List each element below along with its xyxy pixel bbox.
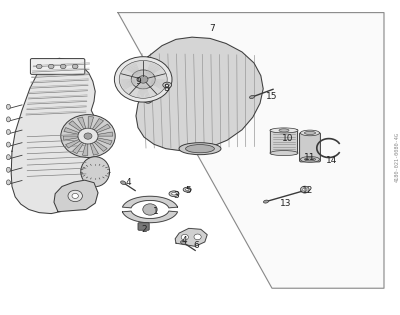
Text: 11: 11 — [304, 153, 316, 162]
Polygon shape — [90, 143, 98, 155]
Text: 10: 10 — [282, 134, 294, 143]
Ellipse shape — [270, 151, 298, 156]
Circle shape — [60, 64, 66, 69]
Ellipse shape — [163, 82, 172, 88]
Ellipse shape — [279, 129, 289, 132]
Ellipse shape — [300, 130, 320, 136]
Ellipse shape — [172, 192, 176, 195]
Ellipse shape — [185, 189, 189, 191]
Ellipse shape — [6, 155, 10, 160]
Ellipse shape — [183, 187, 191, 192]
Text: 6: 6 — [193, 241, 199, 250]
Polygon shape — [136, 37, 263, 151]
Circle shape — [61, 115, 115, 158]
Ellipse shape — [121, 181, 126, 185]
FancyBboxPatch shape — [270, 129, 298, 154]
Circle shape — [78, 128, 98, 144]
Circle shape — [300, 186, 309, 193]
Ellipse shape — [250, 95, 254, 99]
Text: 5: 5 — [185, 186, 191, 195]
Circle shape — [84, 133, 92, 139]
Text: 4: 4 — [181, 237, 187, 245]
Polygon shape — [94, 141, 107, 151]
Circle shape — [36, 64, 42, 69]
Ellipse shape — [181, 241, 186, 244]
Polygon shape — [118, 13, 384, 288]
Text: 15: 15 — [266, 92, 278, 100]
Circle shape — [303, 188, 307, 191]
Ellipse shape — [142, 86, 154, 103]
Circle shape — [114, 57, 172, 102]
Polygon shape — [82, 144, 88, 156]
Circle shape — [72, 193, 78, 198]
Polygon shape — [64, 128, 79, 134]
Polygon shape — [122, 196, 178, 208]
Ellipse shape — [179, 143, 221, 155]
Polygon shape — [96, 124, 110, 133]
Ellipse shape — [6, 104, 10, 109]
Ellipse shape — [270, 128, 298, 133]
Polygon shape — [66, 140, 80, 148]
FancyBboxPatch shape — [300, 133, 320, 162]
Polygon shape — [11, 58, 98, 214]
Polygon shape — [72, 142, 84, 153]
Circle shape — [194, 234, 201, 240]
Ellipse shape — [81, 157, 110, 186]
Ellipse shape — [169, 191, 179, 197]
Text: 4180-021-0080-4G: 4180-021-0080-4G — [394, 133, 399, 182]
Text: 9: 9 — [135, 77, 141, 86]
FancyBboxPatch shape — [138, 223, 149, 230]
Text: 8: 8 — [163, 84, 169, 93]
Text: 7: 7 — [209, 24, 215, 33]
Polygon shape — [97, 138, 112, 145]
Ellipse shape — [264, 200, 268, 203]
Polygon shape — [54, 180, 98, 212]
Circle shape — [119, 60, 167, 98]
Text: 14: 14 — [326, 156, 338, 165]
Text: 1: 1 — [153, 207, 159, 215]
Polygon shape — [69, 121, 82, 131]
Ellipse shape — [165, 84, 169, 86]
Polygon shape — [122, 211, 178, 223]
Ellipse shape — [6, 180, 10, 185]
Ellipse shape — [6, 117, 10, 122]
Ellipse shape — [304, 131, 316, 135]
Text: 13: 13 — [280, 199, 292, 208]
Text: 4: 4 — [125, 178, 131, 187]
Circle shape — [131, 70, 155, 89]
Text: 2: 2 — [141, 226, 147, 234]
FancyBboxPatch shape — [30, 59, 85, 74]
Ellipse shape — [300, 157, 320, 162]
Polygon shape — [175, 228, 207, 246]
Polygon shape — [63, 136, 78, 140]
Ellipse shape — [6, 142, 10, 147]
Polygon shape — [98, 132, 113, 136]
Ellipse shape — [304, 158, 316, 161]
Circle shape — [72, 64, 78, 69]
Polygon shape — [78, 117, 86, 129]
Circle shape — [143, 204, 157, 215]
Text: 3: 3 — [173, 191, 179, 200]
Circle shape — [181, 234, 188, 240]
Polygon shape — [88, 117, 94, 129]
Ellipse shape — [186, 145, 214, 153]
Circle shape — [138, 76, 148, 83]
Circle shape — [48, 64, 54, 69]
Text: 12: 12 — [302, 186, 314, 195]
Ellipse shape — [6, 167, 10, 172]
Ellipse shape — [6, 129, 10, 135]
Circle shape — [68, 190, 82, 202]
Polygon shape — [92, 119, 104, 130]
